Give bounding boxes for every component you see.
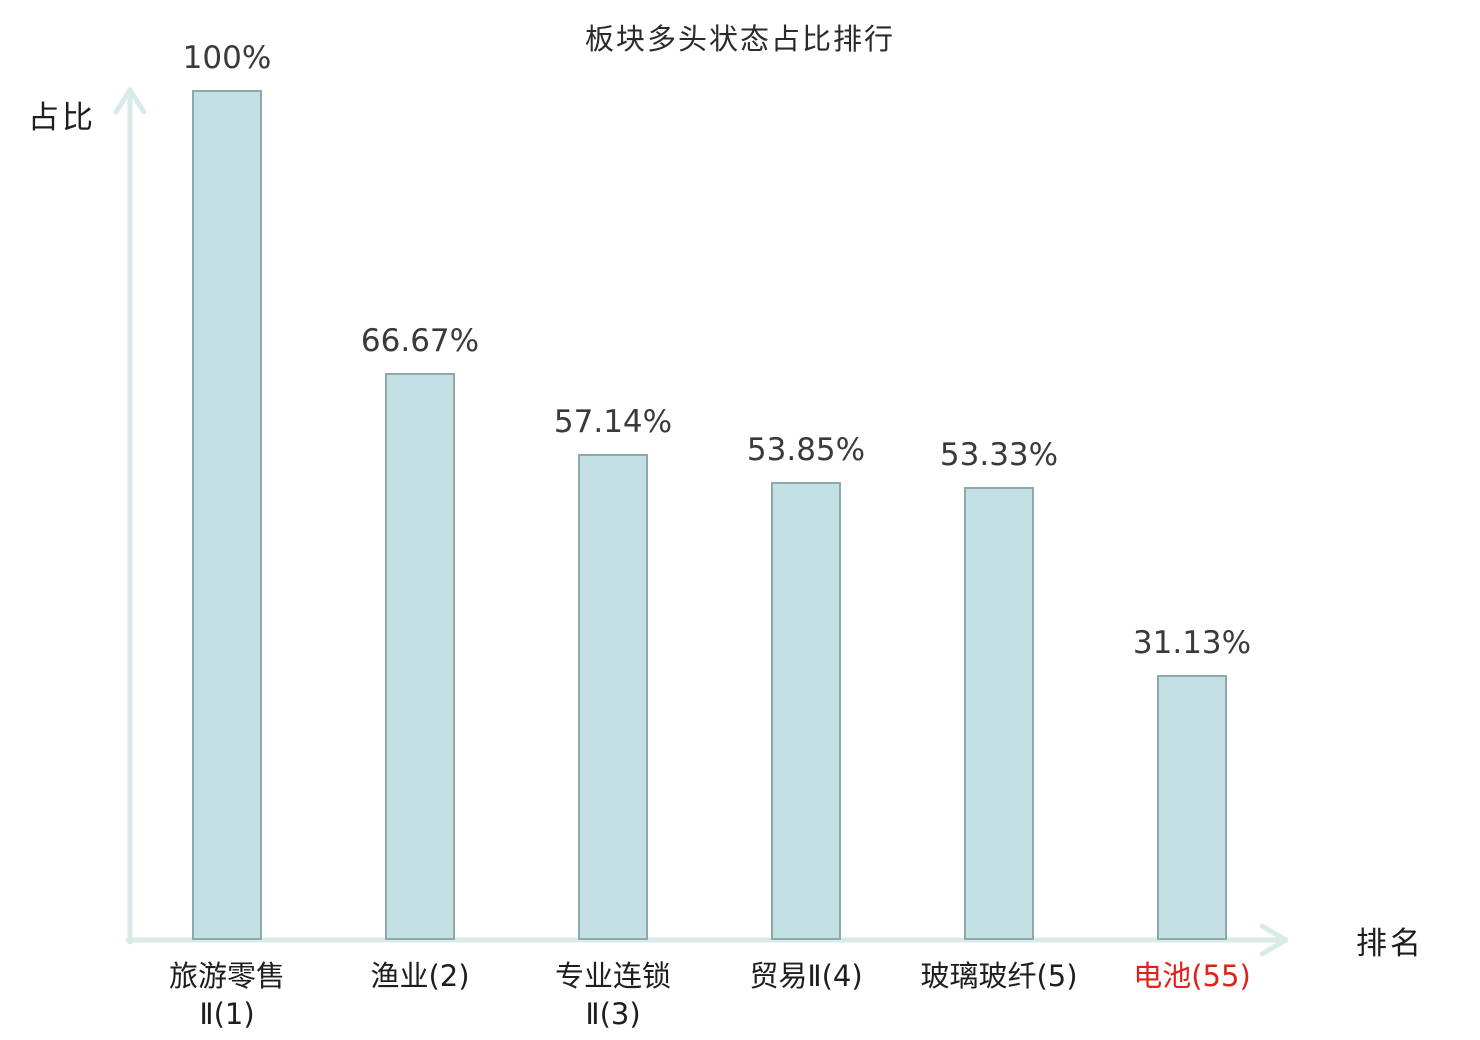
bar — [964, 487, 1034, 940]
bar-value-label: 66.67% — [360, 323, 480, 359]
bar — [1157, 675, 1227, 940]
bar-value-label: 31.13% — [1132, 625, 1252, 661]
chart-title: 板块多头状态占比排行 — [584, 22, 895, 56]
bar-value-label: 53.85% — [746, 432, 866, 468]
bar-value-label: 53.33% — [939, 437, 1059, 473]
x-axis-arrow-icon — [1259, 923, 1289, 957]
bar-category-label: 玻璃玻纤(5) — [920, 959, 1078, 993]
bar-value-label: 57.14% — [553, 404, 673, 440]
bar — [385, 373, 455, 940]
y-axis-arrow-icon — [113, 87, 147, 115]
bar — [771, 482, 841, 940]
bar-value-label: 100% — [182, 40, 272, 76]
y-axis-label: 占比 — [28, 100, 96, 136]
bar-category-label: 贸易Ⅱ(4) — [749, 959, 863, 993]
bar-category-label: 旅游零售 Ⅱ(1) — [168, 959, 285, 1031]
bar-category-label: 渔业(2) — [370, 959, 470, 993]
bar-category-label: 电池(55) — [1133, 959, 1251, 993]
bar — [578, 454, 648, 940]
bar-category-label: 专业连锁 Ⅱ(3) — [554, 959, 671, 1031]
bar — [192, 90, 262, 940]
x-axis-label: 排名 — [1356, 926, 1424, 962]
